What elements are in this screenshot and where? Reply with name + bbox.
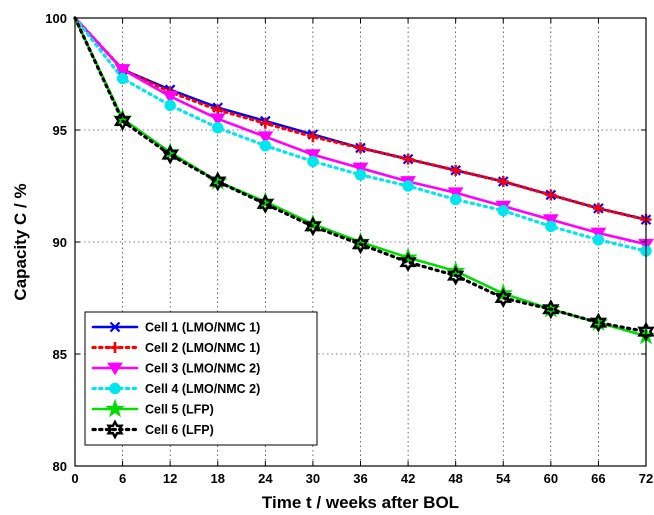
- data-point: [542, 299, 560, 320]
- x-tick-label: 48: [448, 471, 462, 486]
- y-axis-title: Capacity C / %: [11, 183, 30, 300]
- legend-marker: [109, 321, 121, 333]
- y-axis-tick-labels: 80 85 90 95 100: [45, 11, 67, 474]
- x-axis-tick-labels: 0 6 12 18 24 30 36 42 48 54 60 66 72: [71, 471, 653, 486]
- series-2: [73, 16, 652, 226]
- x-tick-label: 0: [71, 471, 78, 486]
- series-line: [73, 16, 648, 334]
- data-point: [259, 117, 271, 129]
- x-tick-label: 24: [258, 471, 273, 486]
- legend-entry: Cell 1 (LMO/NMC 1): [91, 321, 260, 335]
- data-point: [354, 169, 367, 181]
- legend-marker: [109, 382, 121, 395]
- data-point: [494, 287, 512, 309]
- legend-marker: [105, 398, 125, 418]
- y-tick-label: 95: [53, 123, 67, 138]
- x-tick-label: 60: [544, 471, 558, 486]
- x-tick-label: 6: [119, 471, 126, 486]
- x-tick-label: 12: [163, 471, 177, 486]
- series-6: [73, 16, 654, 342]
- data-point: [259, 139, 272, 152]
- data-point: [113, 111, 132, 132]
- data-point: [257, 131, 274, 144]
- series-layer: [73, 16, 654, 345]
- x-tick-label: 18: [211, 471, 225, 486]
- x-tick-label: 42: [401, 471, 415, 486]
- data-point: [497, 204, 509, 217]
- data-point: [304, 216, 322, 237]
- data-point: [116, 72, 129, 85]
- legend-entry: Cell 3 (LMO/NMC 2): [91, 362, 260, 376]
- data-point: [542, 214, 559, 227]
- data-point: [162, 91, 179, 104]
- y-tick-label: 85: [53, 347, 67, 362]
- data-point: [446, 265, 465, 286]
- data-point: [255, 191, 276, 210]
- legend-entry: Cell 4 (LMO/NMC 2): [91, 382, 260, 396]
- data-point: [256, 193, 275, 214]
- legend-label: Cell 5 (LFP): [145, 403, 214, 417]
- legend-marker: [109, 342, 121, 353]
- data-point: [212, 122, 224, 134]
- legend-entry: Cell 2 (LMO/NMC 1): [91, 341, 260, 355]
- data-point: [497, 176, 509, 188]
- data-point: [402, 153, 414, 165]
- data-point: [305, 149, 321, 162]
- data-point: [352, 162, 369, 176]
- data-point: [590, 227, 607, 241]
- x-tick-label: 36: [353, 471, 367, 486]
- legend-label: Cell 2 (LMO/NMC 1): [145, 341, 260, 355]
- axis-ticks: [74, 17, 647, 467]
- data-point: [592, 202, 604, 214]
- data-point: [355, 142, 366, 154]
- data-point: [450, 164, 462, 176]
- series-3: [73, 16, 654, 252]
- y-tick-label: 90: [53, 235, 67, 250]
- data-point: [307, 155, 319, 168]
- data-point: [114, 64, 131, 77]
- legend-entry: Cell 5 (LFP): [91, 398, 214, 418]
- series-1: [73, 16, 652, 225]
- legend-entry: Cell 6 (LFP): [91, 419, 214, 440]
- x-axis-title: Time t / weeks after BOL: [262, 493, 459, 512]
- legend-box: [84, 311, 318, 446]
- series-5: [73, 16, 654, 345]
- data-point: [545, 220, 557, 233]
- data-point: [164, 99, 176, 112]
- legend: Cell 1 (LMO/NMC 1) Cell 2 (LMO/NMC 1) Cell…: [84, 311, 318, 446]
- legend-label: Cell 4 (LMO/NMC 2): [145, 382, 260, 396]
- data-point: [447, 187, 464, 200]
- x-tick-label: 30: [306, 471, 320, 486]
- legend-label: Cell 6 (LFP): [145, 423, 214, 437]
- legend-label: Cell 3 (LMO/NMC 2): [145, 362, 260, 376]
- data-point: [209, 113, 226, 127]
- data-point: [307, 131, 319, 143]
- legend-marker: [107, 362, 123, 376]
- data-point: [589, 312, 608, 333]
- data-point: [351, 234, 370, 255]
- x-tick-label: 72: [639, 471, 653, 486]
- legend-label: Cell 1 (LMO/NMC 1): [145, 321, 260, 335]
- data-point: [161, 144, 179, 165]
- data-point: [399, 252, 417, 273]
- data-point: [402, 180, 414, 192]
- y-tick-label: 100: [45, 11, 67, 26]
- x-tick-label: 66: [591, 471, 605, 486]
- data-point: [592, 234, 605, 246]
- x-tick-label: 54: [496, 471, 511, 486]
- data-point: [449, 193, 462, 206]
- data-point: [209, 171, 227, 192]
- series-4: [73, 16, 652, 257]
- legend-marker: [106, 419, 124, 440]
- data-point: [303, 213, 323, 233]
- y-tick-label: 80: [53, 459, 67, 474]
- data-point: [545, 189, 557, 201]
